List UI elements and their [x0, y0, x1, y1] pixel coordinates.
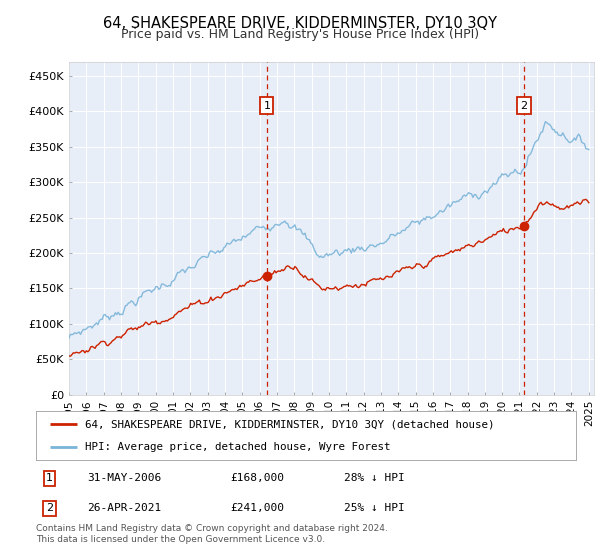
Text: £241,000: £241,000	[230, 503, 284, 514]
Text: 25% ↓ HPI: 25% ↓ HPI	[344, 503, 404, 514]
Text: 26-APR-2021: 26-APR-2021	[88, 503, 161, 514]
Text: 1: 1	[263, 101, 271, 110]
Text: 64, SHAKESPEARE DRIVE, KIDDERMINSTER, DY10 3QY (detached house): 64, SHAKESPEARE DRIVE, KIDDERMINSTER, DY…	[85, 419, 494, 430]
Text: 2: 2	[520, 101, 527, 110]
Text: HPI: Average price, detached house, Wyre Forest: HPI: Average price, detached house, Wyre…	[85, 442, 390, 452]
Text: 1: 1	[46, 473, 53, 483]
Text: Contains HM Land Registry data © Crown copyright and database right 2024.
This d: Contains HM Land Registry data © Crown c…	[36, 524, 388, 544]
Text: 28% ↓ HPI: 28% ↓ HPI	[344, 473, 404, 483]
Text: 64, SHAKESPEARE DRIVE, KIDDERMINSTER, DY10 3QY: 64, SHAKESPEARE DRIVE, KIDDERMINSTER, DY…	[103, 16, 497, 31]
Text: Price paid vs. HM Land Registry's House Price Index (HPI): Price paid vs. HM Land Registry's House …	[121, 28, 479, 41]
Text: £168,000: £168,000	[230, 473, 284, 483]
Text: 31-MAY-2006: 31-MAY-2006	[88, 473, 161, 483]
Text: 2: 2	[46, 503, 53, 514]
